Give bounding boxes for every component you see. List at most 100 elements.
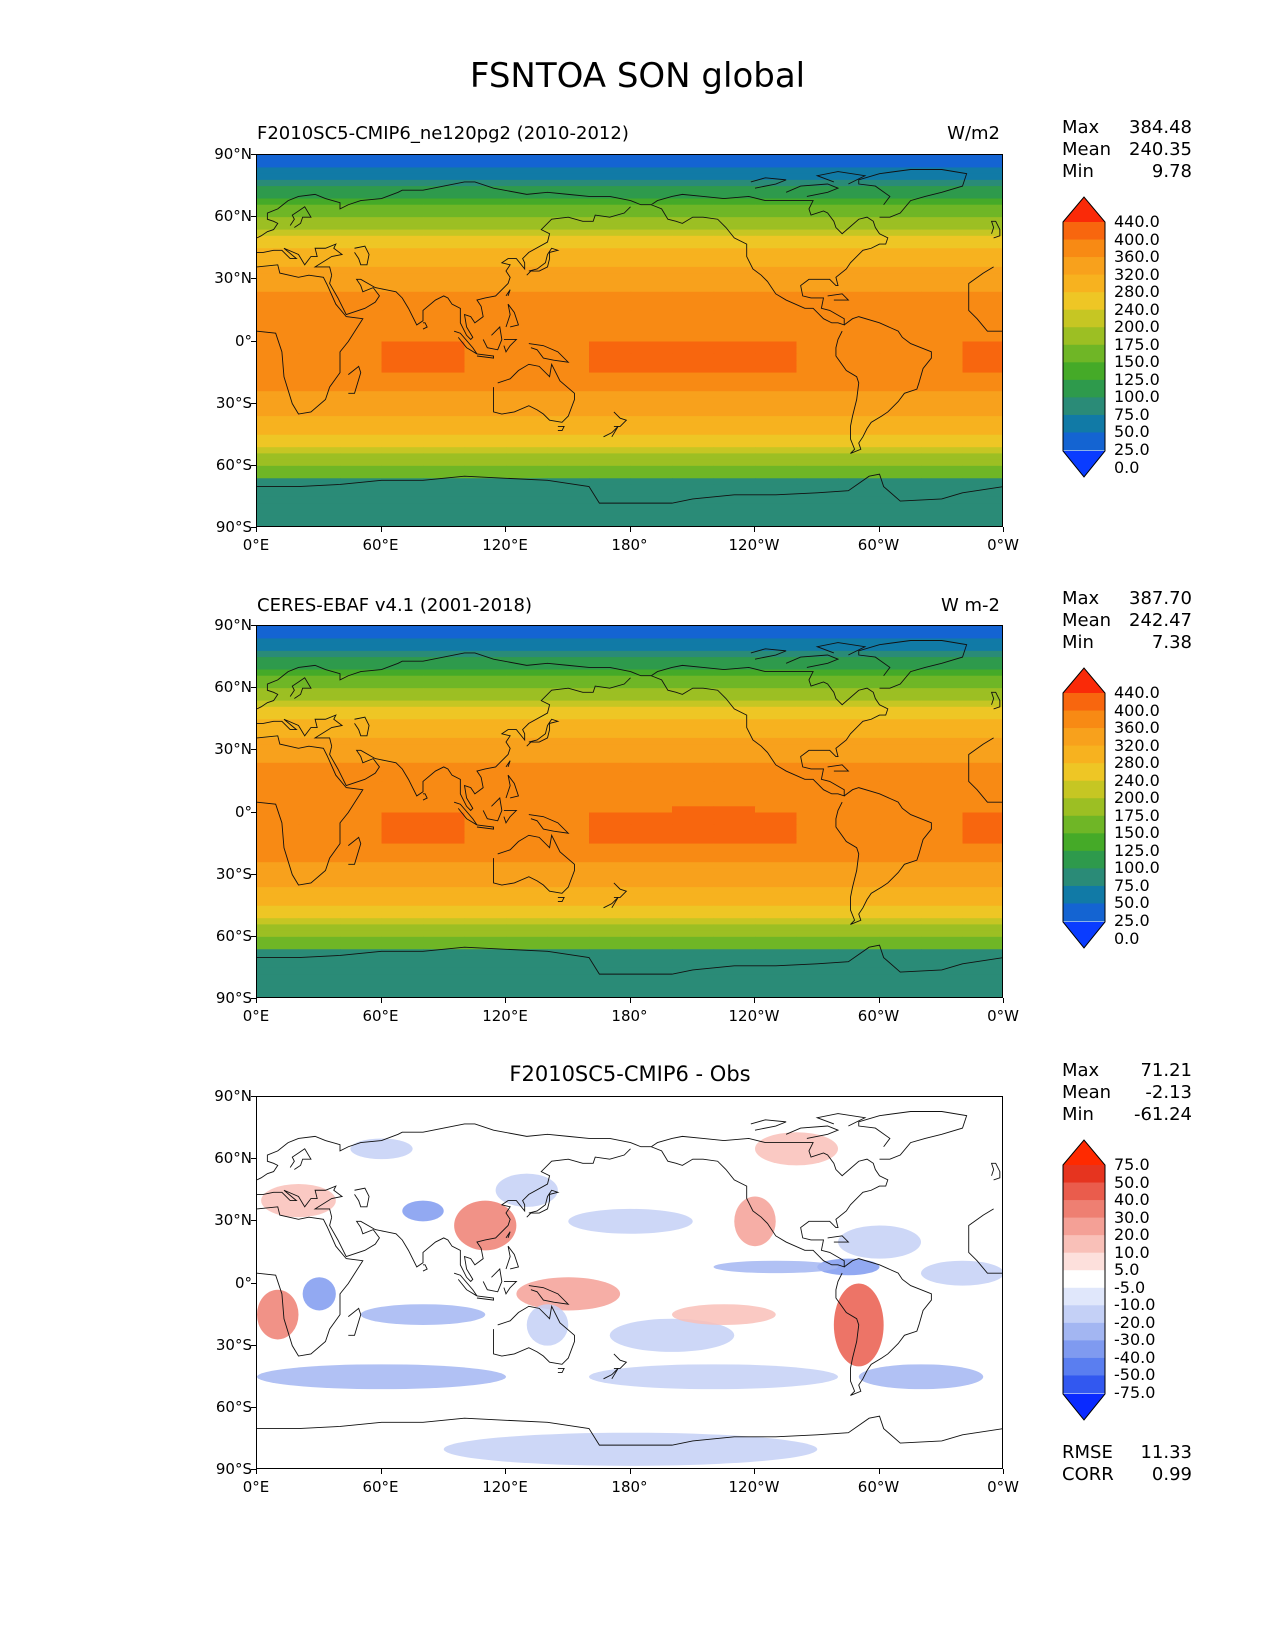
field-cell <box>630 632 673 640</box>
field-cell <box>506 329 549 336</box>
field-cell <box>423 204 466 212</box>
lat-tick-label: 90°N <box>214 1087 252 1105</box>
field-cell <box>547 669 590 677</box>
colorbar-label: -30.0 <box>1114 1330 1156 1350</box>
field-cell <box>589 198 632 206</box>
field-cell <box>464 781 507 789</box>
field-cell <box>381 737 424 745</box>
field-cell <box>921 669 964 677</box>
colorbar-label: -75.0 <box>1114 1383 1156 1402</box>
field-cell <box>713 930 756 938</box>
field-cell <box>921 496 964 504</box>
field-cell <box>340 936 383 944</box>
field-cell <box>506 472 549 479</box>
field-cell <box>672 310 715 318</box>
field-cell <box>879 943 922 950</box>
field-cell <box>879 503 922 510</box>
field-cell <box>423 416 466 423</box>
field-cell <box>464 179 507 187</box>
field-cell <box>257 279 300 287</box>
field-cell <box>796 936 839 944</box>
field-cell <box>796 626 839 633</box>
field-cell <box>921 762 964 770</box>
field-cell <box>921 694 964 702</box>
field-cell <box>838 490 881 498</box>
field-cell <box>879 650 922 658</box>
field-cell <box>547 768 590 776</box>
field-cell <box>589 793 632 801</box>
field-cell <box>340 260 383 268</box>
lat-tick-mark <box>251 1096 256 1097</box>
field-cell <box>589 986 632 994</box>
field-cell <box>257 235 300 243</box>
field-cell <box>921 335 964 343</box>
field-cell <box>298 329 341 336</box>
field-cell <box>796 899 839 907</box>
field-cell <box>838 434 881 442</box>
lat-tick-mark <box>251 402 256 404</box>
field-cell <box>630 700 673 708</box>
lat-tick-mark <box>251 935 256 937</box>
field-cell <box>962 700 1002 708</box>
field-cell <box>464 173 507 181</box>
field-cell <box>257 266 300 274</box>
field-cell <box>423 986 466 994</box>
field-cell <box>506 967 549 975</box>
lon-tick-mark <box>256 998 257 1003</box>
field-cell <box>257 397 300 405</box>
field-cell <box>755 341 798 349</box>
field-cell <box>672 416 715 423</box>
field-cell <box>838 967 881 975</box>
stat-mean-label: Mean <box>1062 1082 1112 1103</box>
field-cell <box>257 775 300 783</box>
field-cell <box>506 434 549 442</box>
field-cell <box>257 385 300 392</box>
field-cell <box>962 961 1002 969</box>
field-cell <box>630 409 673 417</box>
field-cell <box>630 422 673 430</box>
field-cell <box>589 521 632 526</box>
field-cell <box>589 936 632 944</box>
field-cell <box>423 650 466 658</box>
field-cell <box>340 806 383 814</box>
field-cell <box>755 204 798 212</box>
field-cell <box>506 713 549 720</box>
field-cell <box>257 472 300 479</box>
field-cell <box>796 409 839 417</box>
colorbar-segment <box>1063 1375 1105 1394</box>
field-cell <box>755 837 798 845</box>
field-cell <box>838 242 881 249</box>
field-cell <box>672 862 715 870</box>
field-cell <box>796 235 839 243</box>
field-cell <box>340 329 383 336</box>
field-cell <box>713 856 756 863</box>
field-cell <box>298 378 341 386</box>
field-cell <box>755 186 798 193</box>
field-cell <box>879 179 922 187</box>
field-cell <box>962 887 1002 894</box>
stats-box: Max 384.48 Mean 240.35 Min 9.78 <box>1062 117 1192 183</box>
colorbar-extend-bottom <box>1063 451 1105 477</box>
coastline <box>968 1208 1002 1274</box>
field-cell <box>464 856 507 863</box>
field-cell <box>838 626 881 633</box>
field-cell <box>423 155 466 162</box>
field-cell <box>755 297 798 305</box>
field-cell <box>672 385 715 392</box>
field-cell <box>464 217 507 224</box>
field-cell <box>340 700 383 708</box>
field-cell <box>838 515 881 523</box>
field-cell <box>381 638 424 646</box>
field-cell <box>838 849 881 857</box>
field-cell <box>547 366 590 374</box>
field-cell <box>423 291 466 299</box>
field-cell <box>464 416 507 423</box>
field-cell <box>506 856 549 863</box>
field-cell <box>589 657 632 664</box>
field-cell <box>547 750 590 758</box>
field-cell <box>506 366 549 374</box>
field-cell <box>423 378 466 386</box>
field-cell <box>257 260 300 268</box>
field-cell <box>340 961 383 969</box>
field-cell <box>381 856 424 863</box>
